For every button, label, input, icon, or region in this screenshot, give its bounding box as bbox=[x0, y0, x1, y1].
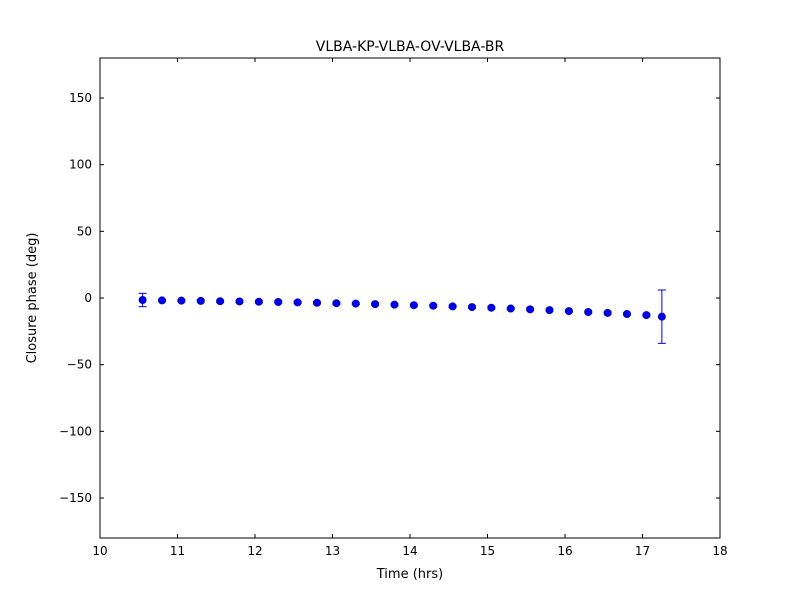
y-tick-label: −50 bbox=[67, 358, 92, 372]
x-tick-label: 14 bbox=[402, 544, 417, 558]
axis-ticks bbox=[99, 58, 721, 538]
x-tick-label: 16 bbox=[557, 544, 572, 558]
data-point bbox=[313, 298, 321, 307]
data-point bbox=[351, 299, 360, 308]
data-point bbox=[138, 296, 147, 304]
data-point bbox=[235, 297, 244, 306]
data-point bbox=[390, 300, 399, 309]
data-point bbox=[254, 297, 263, 306]
data-point bbox=[584, 308, 593, 316]
y-tick-label: 100 bbox=[69, 158, 92, 172]
x-tick-label: 10 bbox=[92, 544, 107, 558]
y-tick-label: 150 bbox=[69, 91, 92, 105]
plot-title: VLBA-KP-VLBA-OV-VLBA-BR bbox=[316, 39, 505, 55]
data-point bbox=[526, 305, 535, 314]
data-point bbox=[429, 301, 438, 310]
data-point bbox=[468, 303, 476, 312]
data-point bbox=[487, 303, 496, 312]
x-tick-labels: 10 11 12 13 14 15 16 17 18 bbox=[92, 544, 727, 558]
data-point bbox=[274, 298, 283, 306]
x-tick-label: 18 bbox=[712, 544, 727, 558]
data-point bbox=[177, 296, 186, 305]
data-point bbox=[332, 299, 341, 308]
data-point bbox=[657, 312, 666, 321]
x-tick-label: 12 bbox=[247, 544, 262, 558]
y-tick-label: −150 bbox=[59, 491, 92, 505]
axes-frame bbox=[99, 57, 721, 539]
data-point bbox=[196, 296, 205, 305]
y-tick-label: 50 bbox=[77, 224, 92, 238]
data-point bbox=[448, 302, 457, 311]
x-tick-label: 13 bbox=[325, 544, 340, 558]
data-point bbox=[506, 304, 515, 313]
y-axis-label: Closure phase (deg) bbox=[25, 233, 40, 364]
y-tick-label: 0 bbox=[84, 291, 92, 305]
data-point bbox=[293, 298, 302, 307]
x-tick-label: 17 bbox=[635, 544, 650, 558]
data-point bbox=[623, 310, 631, 318]
x-tick-label: 11 bbox=[170, 544, 185, 558]
x-tick-label: 15 bbox=[480, 544, 495, 558]
y-tick-label: −100 bbox=[59, 424, 92, 438]
data-markers bbox=[138, 296, 666, 321]
data-point bbox=[603, 308, 612, 317]
data-point bbox=[158, 296, 166, 305]
data-point bbox=[216, 297, 225, 306]
data-point bbox=[545, 306, 554, 315]
data-point bbox=[564, 307, 573, 316]
data-point bbox=[371, 300, 380, 309]
data-point bbox=[409, 301, 418, 310]
y-tick-labels: −150 −100 −50 0 50 100 150 bbox=[59, 91, 92, 505]
error-bars bbox=[138, 289, 666, 344]
data-point bbox=[642, 311, 651, 320]
x-axis-label: Time (hrs) bbox=[376, 567, 443, 582]
